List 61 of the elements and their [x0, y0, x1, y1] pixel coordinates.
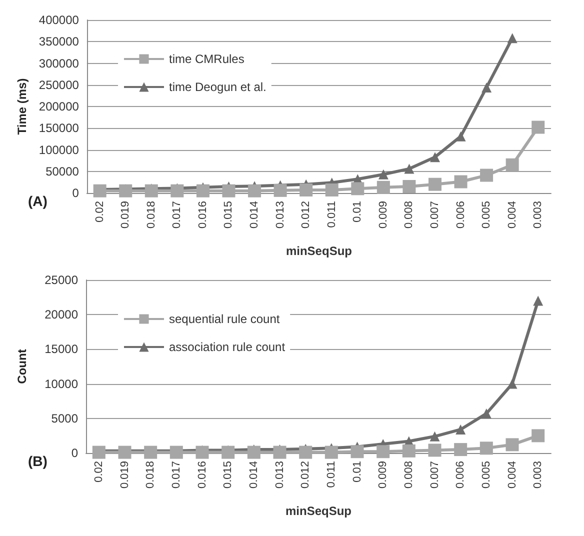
- y-tick-label: 20000: [44, 308, 78, 322]
- y-tick-label: 15000: [44, 342, 78, 356]
- y-axis-title: Time (ms): [15, 78, 29, 135]
- x-tick-label: 0.014: [248, 201, 261, 229]
- legend-label: time CMRules: [169, 52, 244, 66]
- x-tick-label: 0.007: [428, 461, 441, 489]
- x-tick-label: 0.019: [120, 201, 132, 229]
- x-tick-label: 0.018: [145, 201, 158, 229]
- x-tick-label: 0.007: [428, 201, 441, 229]
- y-tick-label: 300000: [38, 56, 80, 70]
- x-tick-label: 0.003: [532, 461, 544, 489]
- y-tick-label: 10000: [44, 376, 78, 391]
- y-tick-label: 200000: [38, 100, 80, 114]
- y-tick-label: 100000: [38, 142, 80, 157]
- x-tick-label: 0.017: [171, 201, 184, 229]
- x-tick-label: 0.015: [222, 461, 234, 489]
- x-tick-label: 0.009: [377, 461, 390, 489]
- y-tick-label: 25000: [44, 273, 78, 287]
- x-tick-label: 0.011: [326, 201, 338, 228]
- x-tick-label: 0.006: [454, 461, 467, 489]
- x-tick-label: 0.011: [325, 461, 338, 488]
- x-tick-label: 0.019: [118, 461, 131, 489]
- x-tick-label: 0.008: [402, 461, 415, 489]
- y-tick-label: 0: [71, 446, 78, 460]
- x-tick-label: 0.006: [454, 201, 467, 229]
- x-tick-label: 0.01: [352, 201, 364, 222]
- x-tick-label: 0.004: [506, 461, 518, 489]
- y-tick-label: 0: [72, 186, 80, 200]
- x-tick-label: 0.017: [170, 461, 182, 489]
- legend-label: association rule count: [169, 340, 286, 354]
- x-tick-label: 0.008: [403, 201, 416, 229]
- x-axis-title: minSeqSup: [285, 504, 352, 518]
- y-axis-title: Count: [15, 349, 29, 384]
- x-tick-label: 0.013: [274, 461, 286, 489]
- y-tick-label: 400000: [38, 13, 80, 27]
- legend-label: time Deogun et al.: [169, 80, 266, 94]
- y-tick-label: 250000: [38, 78, 80, 92]
- x-axis-title: minSeqSup: [286, 244, 352, 258]
- x-tick-label: 0.004: [506, 201, 518, 229]
- text: (B): [28, 453, 48, 469]
- x-tick-label: 0.003: [532, 201, 544, 229]
- y-tick-label: 50000: [46, 164, 80, 178]
- x-tick-label: 0.016: [196, 201, 209, 229]
- y-tick-label: 350000: [38, 34, 80, 49]
- x-tick-label: 0.02: [94, 201, 106, 222]
- y-tick-label: 5000: [51, 411, 78, 426]
- x-tick-label: 0.013: [274, 201, 286, 229]
- text: (A): [28, 193, 48, 209]
- x-tick-label: 0.016: [196, 461, 208, 489]
- x-tick-label: 0.014: [248, 461, 260, 489]
- x-tick-label: 0.005: [480, 201, 493, 229]
- x-tick-label: 0.02: [92, 461, 105, 482]
- y-tick-label: 150000: [38, 121, 80, 136]
- x-tick-label: 0.009: [377, 201, 390, 229]
- x-tick-label: 0.018: [144, 461, 157, 489]
- x-tick-label: 0.005: [480, 461, 492, 489]
- legend-label: sequential rule count: [169, 312, 280, 326]
- x-tick-label: 0.01: [351, 461, 364, 482]
- x-tick-label: 0.015: [222, 201, 235, 229]
- x-tick-label: 0.012: [300, 461, 312, 489]
- x-tick-label: 0.012: [300, 201, 312, 229]
